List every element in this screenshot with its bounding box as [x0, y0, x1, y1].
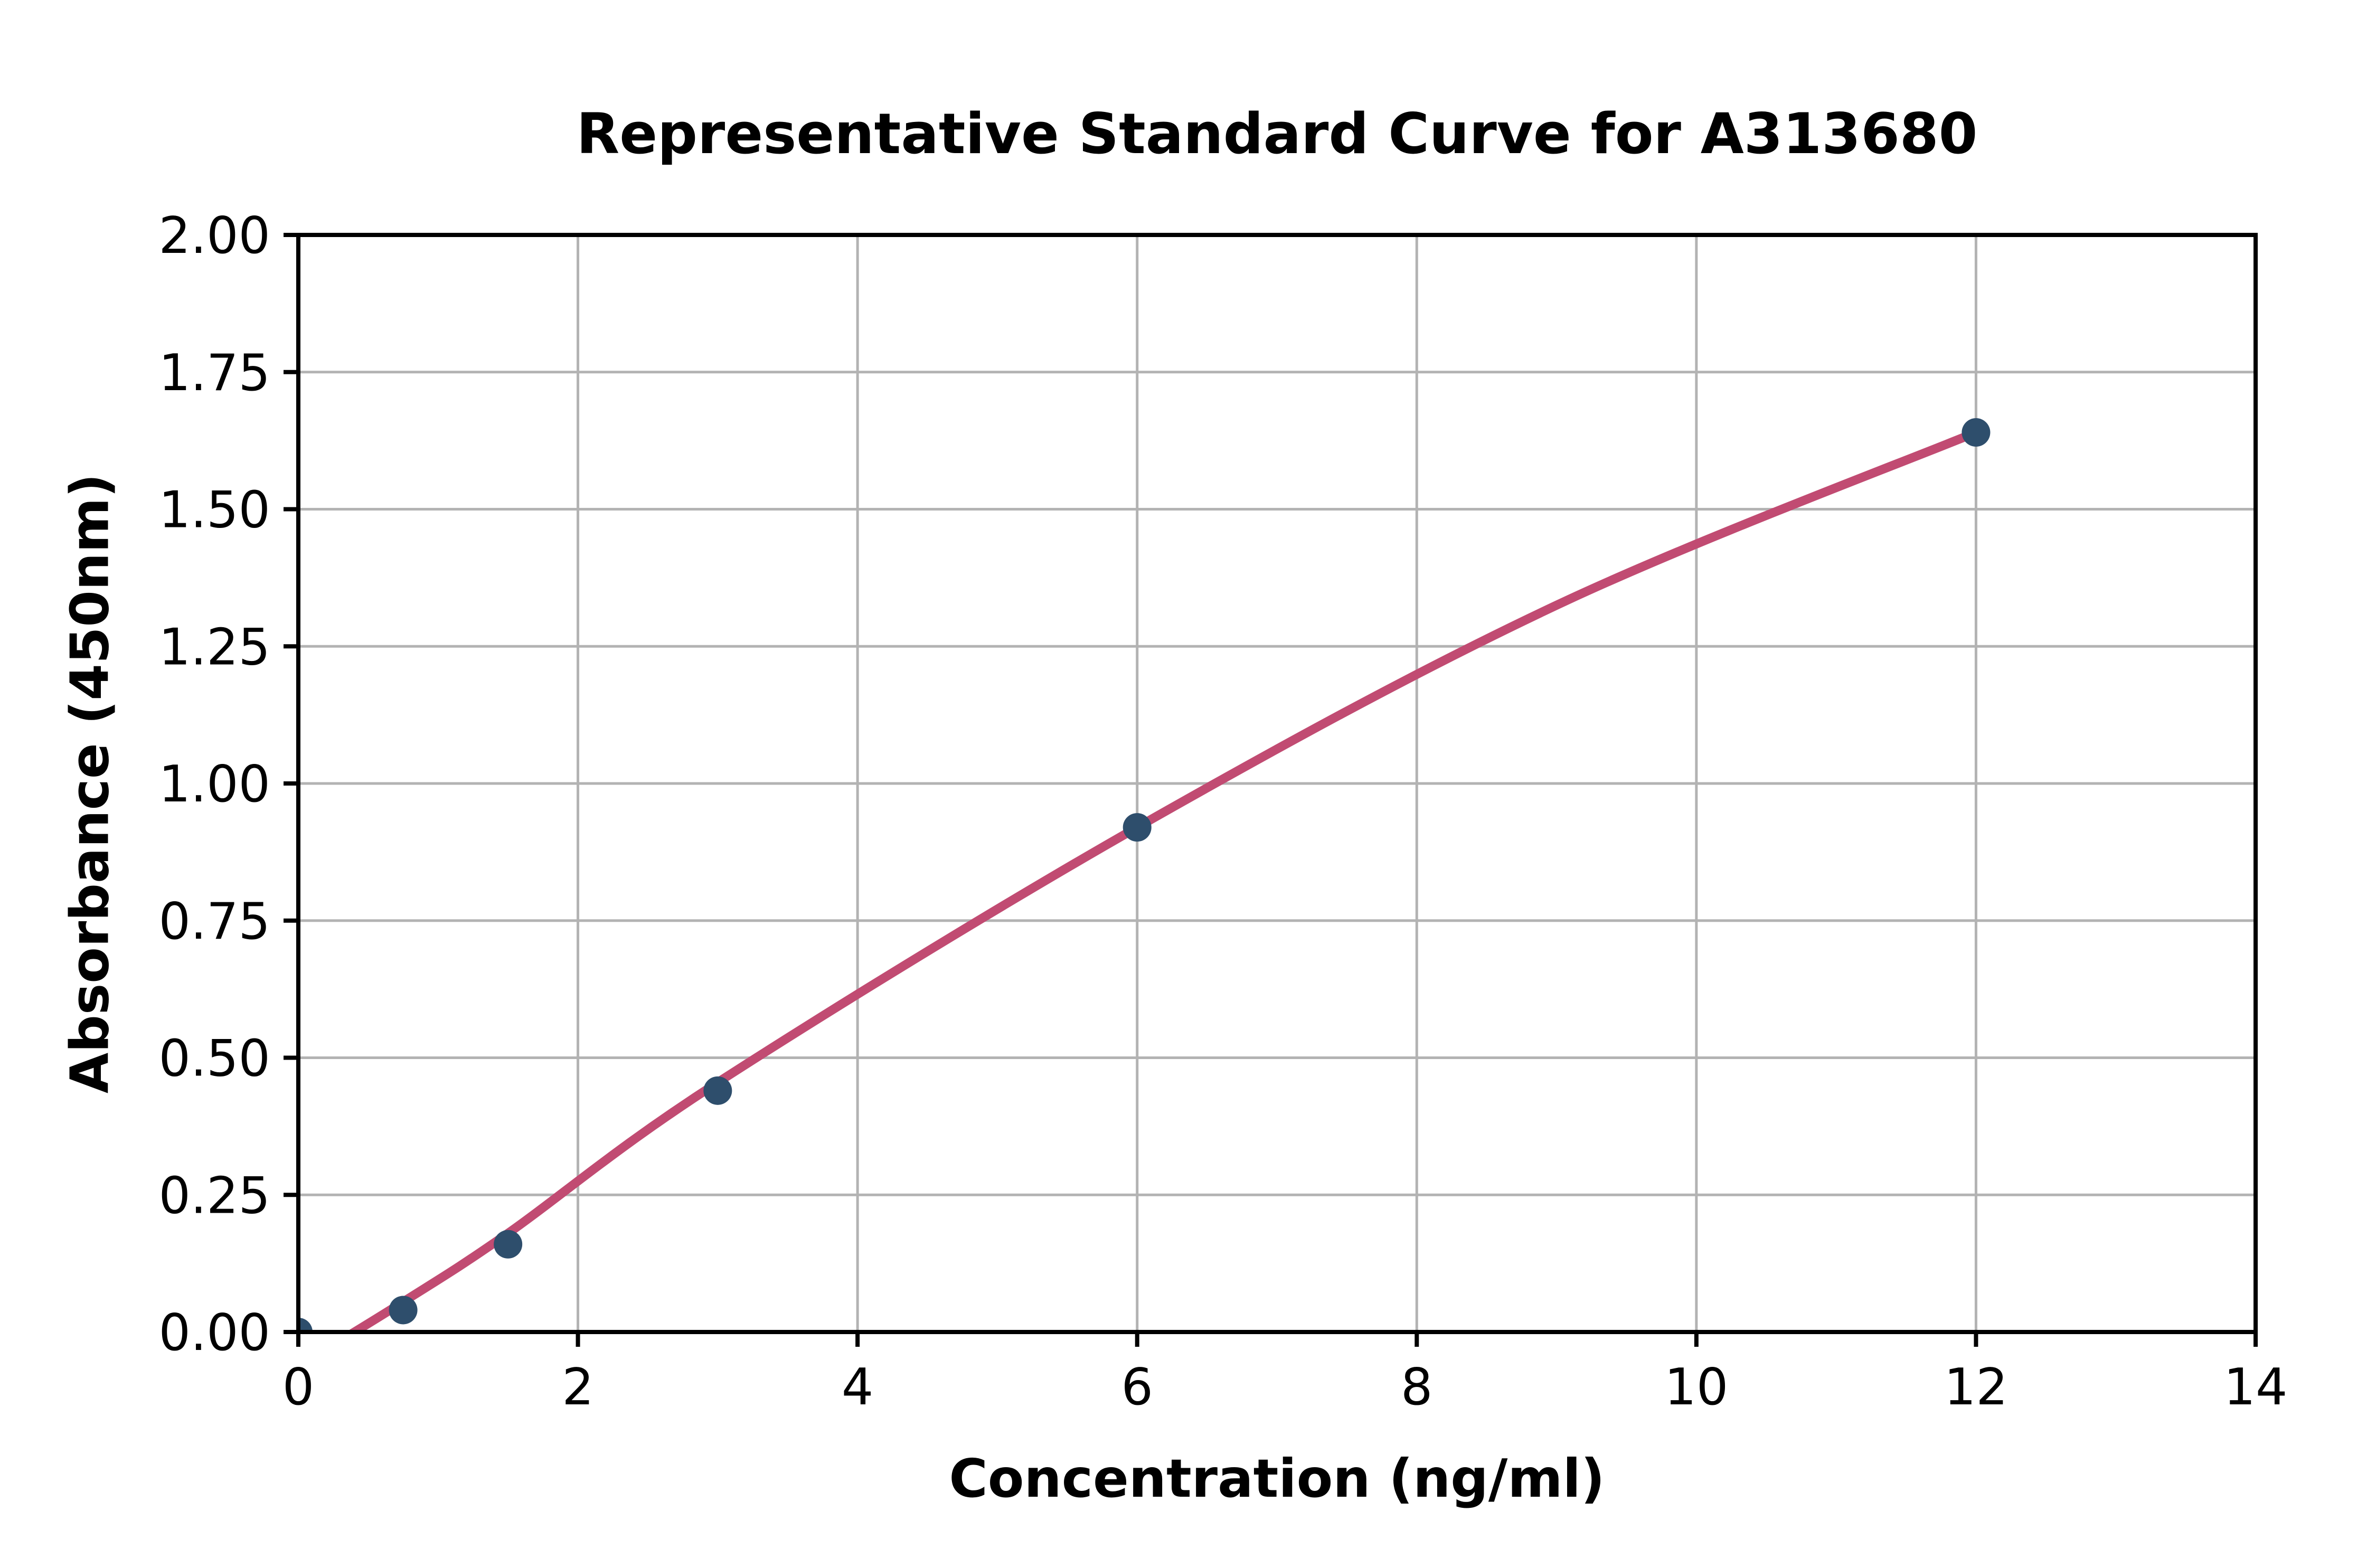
x-tick-label: 0	[282, 1358, 314, 1416]
chart-title: Representative Standard Curve for A31368…	[576, 101, 1978, 166]
x-tick-label: 4	[842, 1358, 873, 1416]
data-point-marker	[389, 1296, 418, 1325]
y-tick-label: 0.50	[158, 1030, 270, 1088]
data-point-marker	[703, 1076, 732, 1105]
x-tick-label: 10	[1664, 1358, 1728, 1416]
y-tick-label: 1.75	[158, 344, 270, 402]
x-axis-label: Concentration (ng/ml)	[949, 1448, 1605, 1509]
x-tick-label: 6	[1121, 1358, 1153, 1416]
x-tick-label: 12	[1944, 1358, 2008, 1416]
data-point-marker	[1962, 418, 1991, 447]
y-tick-label: 0.75	[158, 893, 270, 951]
x-tick-label: 8	[1401, 1358, 1432, 1416]
y-tick-label: 0.25	[158, 1167, 270, 1225]
y-tick-label: 1.00	[158, 755, 270, 814]
fit-curve-line	[346, 428, 1981, 1332]
y-tick-label: 0.00	[158, 1304, 270, 1362]
data-point-marker	[494, 1230, 523, 1259]
data-point-marker	[298, 1318, 313, 1332]
x-tick-label: 2	[562, 1358, 593, 1416]
y-tick-label: 1.50	[158, 481, 270, 540]
data-point-marker	[1123, 813, 1152, 842]
y-tick-label: 1.25	[158, 618, 270, 676]
y-tick-label: 2.00	[158, 207, 270, 265]
x-tick-label: 14	[2224, 1358, 2288, 1416]
